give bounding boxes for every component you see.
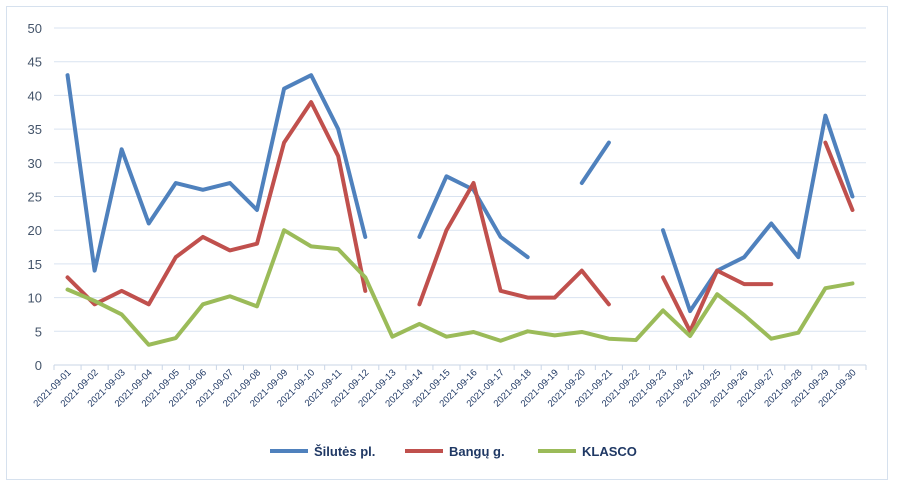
series-line-0 (65, 73, 368, 273)
legend-label: KLASCO (582, 444, 637, 459)
y-tick-label: 45 (28, 55, 42, 70)
series-line-1 (417, 181, 611, 307)
y-tick-label: 0 (35, 358, 42, 373)
y-tick-label: 50 (28, 21, 42, 36)
y-tick-label: 5 (35, 324, 42, 339)
series-line-0 (661, 113, 855, 314)
legend-label: Šilutės pl. (314, 444, 375, 459)
y-tick-label: 15 (28, 257, 42, 272)
legend-label: Bangų g. (449, 444, 505, 459)
y-tick-label: 40 (28, 88, 42, 103)
y-tick-label: 10 (28, 291, 42, 306)
series-line-1 (65, 100, 368, 307)
series-line-0 (579, 140, 611, 186)
y-tick-label: 25 (28, 190, 42, 205)
y-tick-label: 20 (28, 223, 42, 238)
chart-frame (6, 6, 888, 480)
y-tick-label: 35 (28, 122, 42, 137)
series-line-1 (823, 140, 855, 212)
y-tick-label: 30 (28, 156, 42, 171)
series-line-2 (65, 228, 855, 347)
